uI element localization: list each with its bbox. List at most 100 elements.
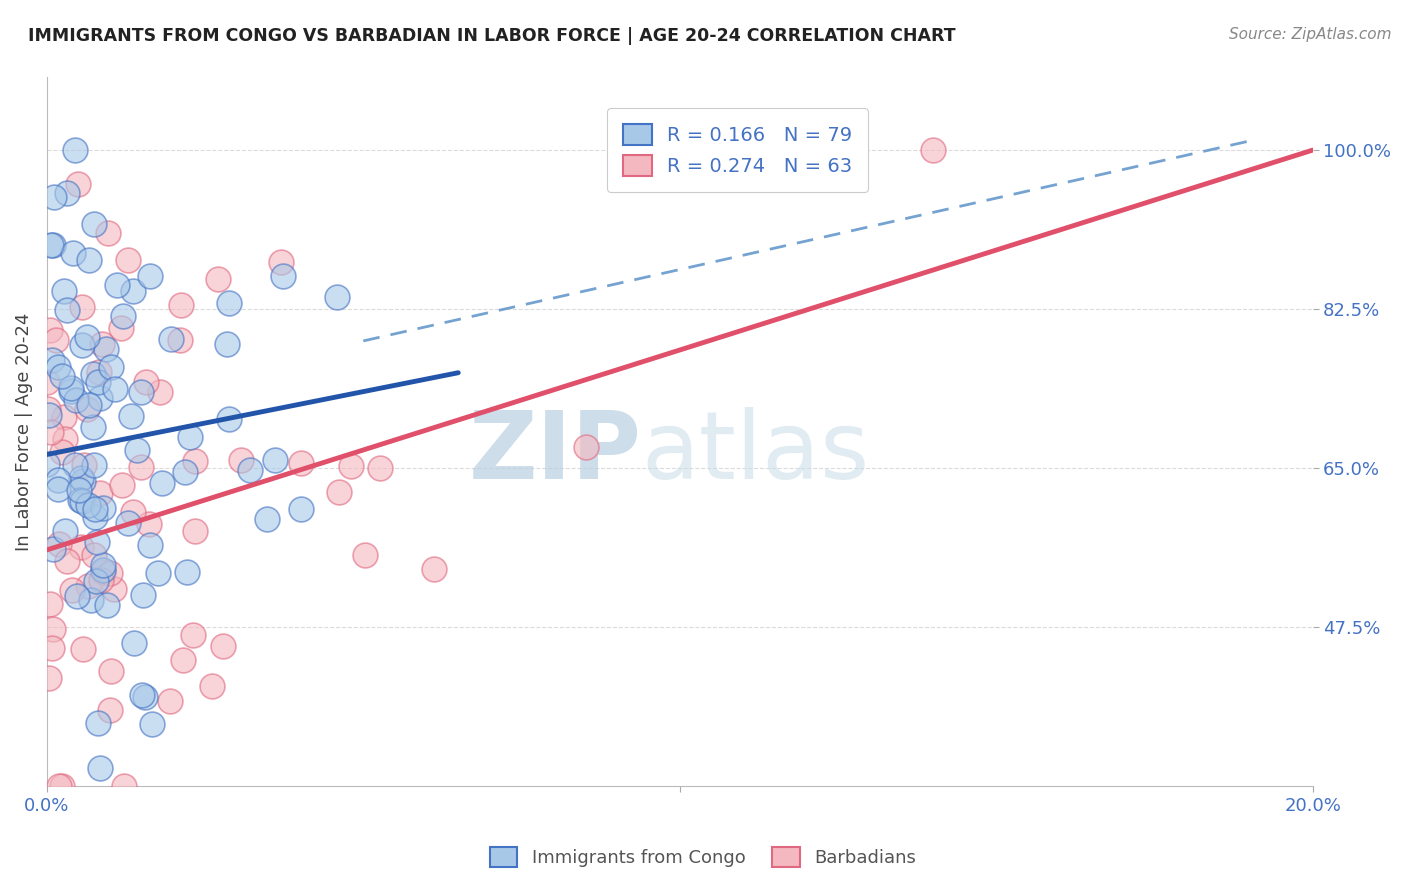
Point bbox=[174, 465, 197, 479]
Point bbox=[149, 385, 172, 400]
Point bbox=[35, 457, 58, 471]
Point bbox=[270, 254, 292, 268]
Point bbox=[575, 440, 598, 454]
Point bbox=[63, 143, 86, 157]
Point bbox=[94, 343, 117, 357]
Point bbox=[48, 779, 70, 793]
Point bbox=[51, 445, 73, 459]
Point bbox=[229, 453, 252, 467]
Point bbox=[201, 679, 224, 693]
Point bbox=[56, 303, 79, 318]
Point bbox=[150, 475, 173, 490]
Point bbox=[112, 779, 135, 793]
Point bbox=[45, 333, 67, 347]
Point bbox=[138, 538, 160, 552]
Point bbox=[77, 252, 100, 267]
Text: atlas: atlas bbox=[641, 407, 870, 499]
Point bbox=[39, 323, 62, 337]
Point bbox=[41, 237, 63, 252]
Point bbox=[91, 500, 114, 515]
Point bbox=[100, 664, 122, 678]
Point bbox=[83, 548, 105, 562]
Point bbox=[91, 563, 114, 577]
Point bbox=[141, 717, 163, 731]
Legend: Immigrants from Congo, Barbadians: Immigrants from Congo, Barbadians bbox=[482, 839, 924, 874]
Point bbox=[37, 375, 59, 389]
Point bbox=[112, 309, 135, 323]
Point bbox=[73, 458, 96, 472]
Point bbox=[53, 524, 76, 538]
Point bbox=[38, 597, 60, 611]
Point bbox=[55, 554, 77, 568]
Point bbox=[76, 329, 98, 343]
Point bbox=[38, 671, 60, 685]
Point bbox=[129, 460, 152, 475]
Point bbox=[69, 540, 91, 554]
Point bbox=[328, 484, 350, 499]
Point bbox=[104, 383, 127, 397]
Point bbox=[70, 471, 93, 485]
Point bbox=[96, 599, 118, 613]
Point bbox=[60, 582, 83, 597]
Point bbox=[256, 511, 278, 525]
Point bbox=[67, 483, 90, 497]
Point bbox=[127, 442, 149, 457]
Point bbox=[83, 217, 105, 231]
Point bbox=[183, 524, 205, 539]
Point bbox=[117, 516, 139, 531]
Point bbox=[132, 588, 155, 602]
Point bbox=[65, 393, 87, 408]
Point bbox=[76, 498, 98, 512]
Point bbox=[76, 401, 98, 416]
Point bbox=[77, 398, 100, 412]
Point bbox=[41, 622, 63, 636]
Point bbox=[120, 409, 142, 423]
Point bbox=[134, 690, 156, 705]
Point bbox=[87, 365, 110, 379]
Point bbox=[39, 238, 62, 252]
Point bbox=[159, 694, 181, 708]
Point bbox=[110, 321, 132, 335]
Point bbox=[135, 375, 157, 389]
Point bbox=[184, 453, 207, 467]
Point bbox=[290, 456, 312, 470]
Point bbox=[100, 359, 122, 374]
Point bbox=[354, 549, 377, 563]
Point bbox=[84, 502, 107, 516]
Point bbox=[53, 432, 76, 446]
Point bbox=[218, 412, 240, 426]
Point bbox=[325, 290, 347, 304]
Point bbox=[84, 574, 107, 588]
Point bbox=[122, 505, 145, 519]
Point bbox=[44, 189, 66, 203]
Point bbox=[41, 352, 63, 367]
Point bbox=[263, 452, 285, 467]
Point bbox=[212, 640, 235, 654]
Point bbox=[98, 566, 121, 580]
Point bbox=[51, 368, 73, 383]
Point bbox=[368, 461, 391, 475]
Point bbox=[105, 278, 128, 293]
Text: IMMIGRANTS FROM CONGO VS BARBADIAN IN LABOR FORCE | AGE 20-24 CORRELATION CHART: IMMIGRANTS FROM CONGO VS BARBADIAN IN LA… bbox=[28, 27, 956, 45]
Point bbox=[41, 641, 63, 656]
Point bbox=[51, 779, 73, 793]
Point bbox=[89, 486, 111, 500]
Point bbox=[340, 458, 363, 473]
Point bbox=[146, 566, 169, 581]
Point bbox=[37, 402, 59, 417]
Point bbox=[86, 715, 108, 730]
Text: Source: ZipAtlas.com: Source: ZipAtlas.com bbox=[1229, 27, 1392, 42]
Point bbox=[60, 380, 83, 394]
Point bbox=[169, 298, 191, 312]
Point bbox=[72, 475, 94, 489]
Point bbox=[48, 536, 70, 550]
Point bbox=[90, 573, 112, 587]
Point bbox=[59, 384, 82, 398]
Point bbox=[97, 226, 120, 240]
Point bbox=[83, 458, 105, 472]
Point bbox=[239, 463, 262, 477]
Point bbox=[66, 177, 89, 191]
Point bbox=[80, 593, 103, 607]
Point bbox=[169, 333, 191, 347]
Point bbox=[111, 478, 134, 492]
